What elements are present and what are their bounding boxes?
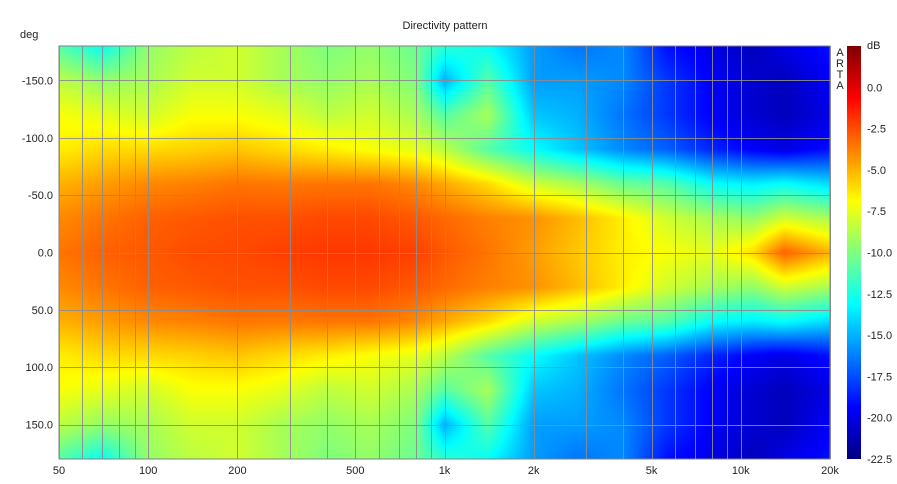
y-axis-label: deg xyxy=(20,29,38,41)
chart-title: Directivity pattern xyxy=(403,20,488,32)
colorbar-tick-label: -17.5 xyxy=(867,371,892,383)
colorbar-gradient xyxy=(847,46,861,459)
x-tick-label: 200 xyxy=(228,465,246,477)
x-tick-label: 2k xyxy=(528,465,540,477)
colorbar-tick-label: -20.0 xyxy=(867,413,892,425)
y-tick-label: 0.0 xyxy=(38,248,53,260)
x-tick-label: 10k xyxy=(732,465,750,477)
colorbar-tick-label: 0.0 xyxy=(867,82,882,94)
colorbar-tick-label: -10.0 xyxy=(867,248,892,260)
colorbar-tick-label: -7.5 xyxy=(867,206,886,218)
colorbar-tick-label: -5.0 xyxy=(867,165,886,177)
x-tick-label: 5k xyxy=(646,465,658,477)
colorbar-tick-label: -22.5 xyxy=(867,454,892,466)
heatmap-layer xyxy=(58,45,831,460)
heatmap-image xyxy=(59,46,830,459)
x-tick-label: 500 xyxy=(346,465,364,477)
y-tick-label: -150.0 xyxy=(22,75,53,87)
x-tick-label: 50 xyxy=(53,465,65,477)
grid-layer xyxy=(59,46,831,459)
y-axis-ticks: -150.0 -100.0 -50.0 0.0 50.0 100.0 150.0 xyxy=(22,75,53,431)
colorbar-tick-label: -15.0 xyxy=(867,330,892,342)
y-tick-label: 150.0 xyxy=(25,420,53,432)
y-tick-label: 100.0 xyxy=(25,362,53,374)
watermark-letter: A xyxy=(836,47,844,59)
x-tick-label: 20k xyxy=(821,465,839,477)
colorbar-tick-label: -2.5 xyxy=(867,124,886,136)
colorbar xyxy=(847,46,861,459)
colorbar-label: dB xyxy=(867,40,880,52)
y-tick-label: -50.0 xyxy=(28,190,53,202)
x-tick-label: 1k xyxy=(439,465,451,477)
colorbar-ticks: 0.0 -2.5 -5.0 -7.5 -10.0 -12.5 -15.0 -17.5 -20.0… xyxy=(867,82,892,466)
x-tick-label: 100 xyxy=(139,465,157,477)
y-tick-label: 50.0 xyxy=(32,305,53,317)
watermark-letter: T xyxy=(837,69,844,81)
x-axis-ticks: 50 100 200 500 1k 2k 5k 10k 20k xyxy=(53,465,839,477)
watermark-letter: R xyxy=(836,58,844,70)
y-tick-label: -100.0 xyxy=(22,133,53,145)
watermark-letter: A xyxy=(836,80,844,92)
colorbar-tick-label: -12.5 xyxy=(867,289,892,301)
